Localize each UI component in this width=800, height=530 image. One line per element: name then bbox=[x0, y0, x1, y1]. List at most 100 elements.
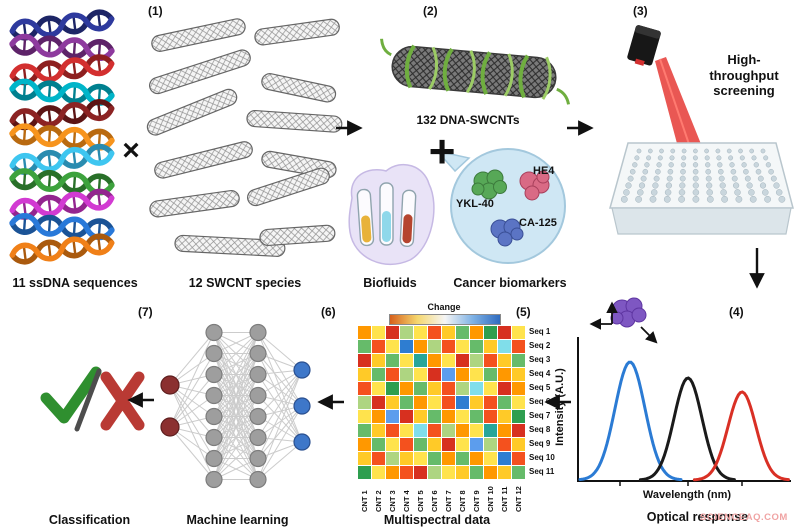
heatmap-cell bbox=[400, 340, 413, 353]
laser-device bbox=[627, 25, 703, 151]
swcnt-caption: 12 SWCNT species bbox=[188, 276, 302, 290]
heatmap-cell bbox=[484, 354, 497, 367]
heatmap-cell bbox=[456, 424, 469, 437]
heatmap-cell bbox=[484, 410, 497, 423]
emission-spectra bbox=[578, 360, 790, 482]
heatmap-cell bbox=[372, 438, 385, 451]
dna-swcnt-caption: 132 DNA-SWCNTs bbox=[416, 113, 520, 127]
heatmap-cell bbox=[442, 382, 455, 395]
biomarker-label-he4: HE4 bbox=[533, 165, 555, 177]
heatmap-row-label: Seq 3 bbox=[529, 355, 551, 364]
heatmap-cell bbox=[470, 410, 483, 423]
heatmap-cell bbox=[414, 340, 427, 353]
panel-number-5: (5) bbox=[516, 305, 531, 319]
heatmap-cell bbox=[358, 466, 371, 479]
heatmap-cell bbox=[372, 382, 385, 395]
heatmap-cell bbox=[400, 326, 413, 339]
heatmap-cell bbox=[386, 382, 399, 395]
heatmap-cell bbox=[386, 438, 399, 451]
heatmap-col-label: CNT 9 bbox=[472, 490, 481, 512]
heatmap-cell bbox=[442, 438, 455, 451]
heatmap-cell bbox=[414, 452, 427, 465]
heatmap-cell bbox=[456, 438, 469, 451]
multispectral-heatmap bbox=[358, 326, 525, 479]
nn-node bbox=[205, 428, 223, 447]
heatmap-cell bbox=[498, 466, 511, 479]
heatmap-cell bbox=[470, 396, 483, 409]
heatmap-cell bbox=[470, 368, 483, 381]
heatmap-row-label: Seq 1 bbox=[529, 327, 551, 336]
heatmap-col-label: CNT 3 bbox=[388, 490, 397, 512]
heatmap-col-label: CNT 11 bbox=[500, 486, 509, 512]
heatmap-cell bbox=[428, 452, 441, 465]
heatmap-cell bbox=[400, 396, 413, 409]
nn-node bbox=[293, 433, 311, 451]
spectra-axes bbox=[577, 337, 791, 486]
heatmap-col-label: CNT 4 bbox=[402, 490, 411, 512]
heatmap-cell bbox=[470, 382, 483, 395]
heatmap-cell bbox=[428, 326, 441, 339]
multispectral-caption: Multispectral data bbox=[383, 513, 491, 527]
heatmap-cell bbox=[498, 452, 511, 465]
heatmap-cell bbox=[512, 452, 525, 465]
heatmap-cell bbox=[484, 466, 497, 479]
heatmap-cell bbox=[442, 452, 455, 465]
machine-learning-caption: Machine learning bbox=[186, 513, 289, 527]
heatmap-cell bbox=[372, 396, 385, 409]
heatmap-cell bbox=[498, 368, 511, 381]
dna-swcnt-tube bbox=[380, 38, 571, 105]
heatmap-cell bbox=[484, 340, 497, 353]
heatmap-cell bbox=[372, 354, 385, 367]
heatmap-cell bbox=[498, 382, 511, 395]
biofluids-tubes bbox=[348, 163, 435, 265]
heatmap-row-label: Seq 10 bbox=[529, 453, 555, 462]
heatmap-cell bbox=[442, 368, 455, 381]
heatmap-col-label: CNT 2 bbox=[374, 490, 383, 512]
heatmap-row-label: Seq 5 bbox=[529, 383, 551, 392]
ssdna-stack bbox=[9, 9, 115, 265]
heatmap-cell bbox=[484, 326, 497, 339]
swcnt-species-cluster bbox=[146, 18, 343, 257]
nn-node bbox=[205, 449, 223, 468]
panel-number-1: (1) bbox=[148, 4, 163, 18]
heatmap-cell bbox=[428, 438, 441, 451]
heatmap-cell bbox=[470, 340, 483, 353]
intensity-axis-label: Intensity (A.U.) bbox=[554, 368, 566, 446]
spectrum-peak bbox=[692, 390, 790, 482]
heatmap-cell bbox=[414, 410, 427, 423]
heatmap-cell bbox=[470, 424, 483, 437]
heatmap-row-label: Seq 7 bbox=[529, 411, 551, 420]
nn-node bbox=[160, 417, 180, 437]
heatmap-col-label: CNT 1 bbox=[360, 490, 369, 512]
plus-symbol: + bbox=[428, 125, 456, 177]
heatmap-cell bbox=[372, 368, 385, 381]
heatmap-cell bbox=[400, 424, 413, 437]
heatmap-cell bbox=[358, 354, 371, 367]
heatmap-cell bbox=[498, 354, 511, 367]
laser-beam bbox=[655, 57, 703, 151]
nn-node bbox=[205, 323, 223, 342]
spectrum-peak bbox=[638, 376, 736, 482]
heatmap-cell bbox=[414, 438, 427, 451]
heatmap-row-label: Seq 6 bbox=[529, 397, 551, 406]
nn-node bbox=[205, 407, 223, 426]
nn-node bbox=[249, 365, 267, 384]
ssdna-caption: 11 ssDNA sequences bbox=[12, 276, 138, 290]
heatmap-col-label: CNT 7 bbox=[444, 490, 453, 512]
classification-caption: Classification bbox=[48, 513, 131, 527]
heatmap-cell bbox=[442, 410, 455, 423]
heatmap-cell bbox=[358, 452, 371, 465]
nn-node bbox=[293, 397, 311, 415]
heatmap-cell bbox=[400, 438, 413, 451]
heatmap-col-label: CNT 8 bbox=[458, 490, 467, 512]
heatmap-cell bbox=[400, 368, 413, 381]
heatmap-cell bbox=[372, 326, 385, 339]
dna-helix bbox=[9, 233, 115, 265]
heatmap-cell bbox=[358, 396, 371, 409]
heatmap-cell bbox=[484, 424, 497, 437]
nn-node bbox=[249, 344, 267, 363]
heatmap-cell bbox=[442, 326, 455, 339]
heatmap-cell bbox=[358, 382, 371, 395]
